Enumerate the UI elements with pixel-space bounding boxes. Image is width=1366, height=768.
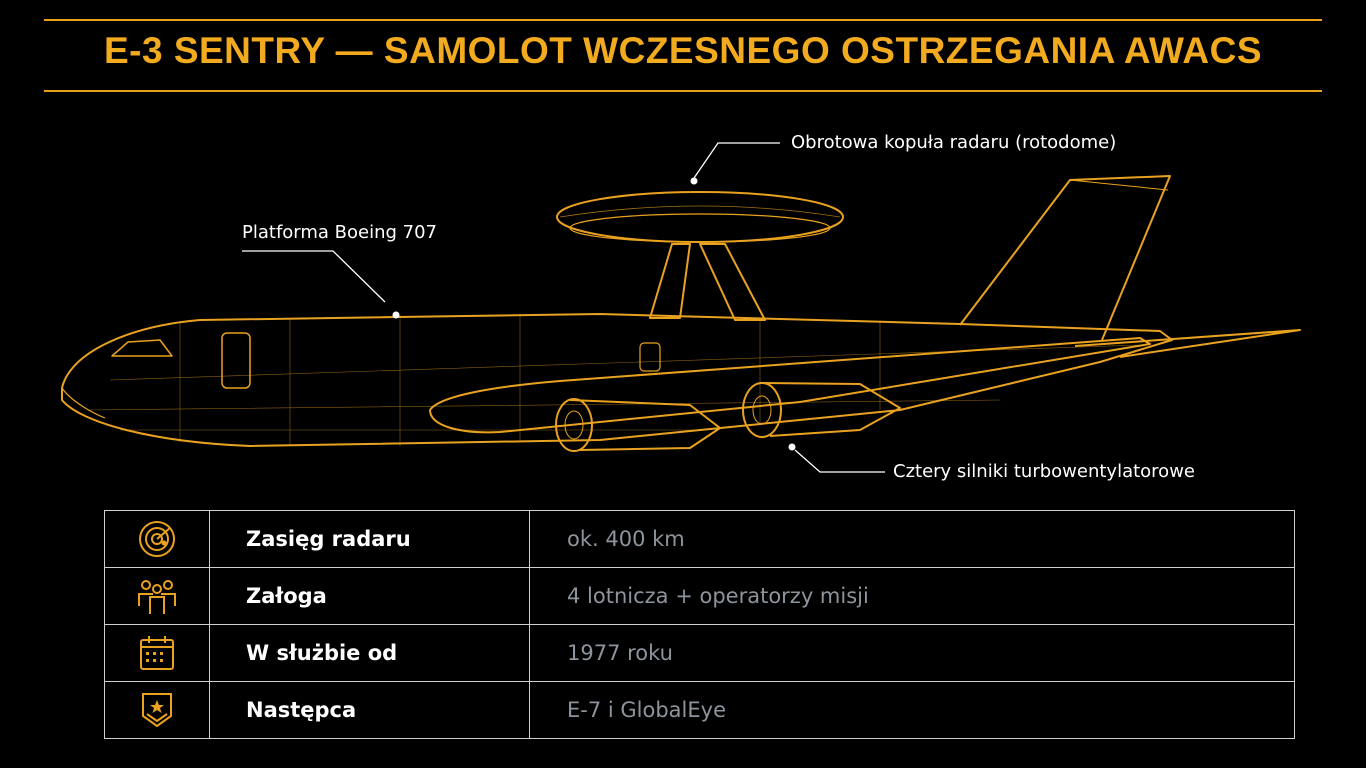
outline-shape	[392, 311, 400, 319]
row-value: ok. 400 km	[529, 510, 1295, 568]
crew-icon	[138, 580, 176, 614]
outline-shape	[146, 659, 149, 662]
top-rule	[44, 19, 1322, 21]
outline-shape	[111, 339, 173, 357]
aircraft-illustration	[61, 142, 1301, 473]
shape-group	[242, 142, 885, 473]
specs-table: Zasięg radaru ok. 400 km Załoga 4 lotnic…	[104, 510, 1295, 739]
outline-shape	[788, 443, 796, 451]
row-label: W służbie od	[209, 624, 530, 682]
callout-label: Obrotowa kopuła radaru (rotodome)	[791, 132, 1117, 153]
outline-shape	[61, 313, 1173, 447]
outline-shape	[742, 382, 782, 438]
outline-shape	[556, 191, 844, 243]
bottom-rule	[44, 90, 1322, 92]
icon-cell	[104, 681, 210, 739]
outline-shape	[179, 314, 881, 446]
outline-shape	[161, 540, 167, 546]
outline-shape	[146, 713, 168, 723]
outline-shape	[1074, 329, 1301, 358]
outline-shape	[160, 652, 163, 655]
shape-group	[89, 314, 1141, 446]
outline-shape	[156, 527, 171, 540]
outline-shape	[752, 395, 772, 425]
outline-shape	[163, 580, 173, 590]
row-label: Następca	[209, 681, 530, 739]
icon-cell	[104, 510, 210, 568]
outline-shape	[152, 584, 162, 594]
outline-shape	[639, 342, 661, 372]
row-value: 1977 roku	[529, 624, 1295, 682]
outline-shape	[569, 213, 831, 243]
calendar-icon	[140, 636, 174, 670]
table-row: Zasięg radaru ok. 400 km	[104, 510, 1295, 568]
outline-shape	[555, 398, 593, 452]
icon-cell	[104, 624, 210, 682]
row-value: E-7 i GlobalEye	[529, 681, 1295, 739]
outline-shape	[794, 449, 885, 473]
outline-shape	[150, 700, 164, 713]
outline-shape	[141, 580, 151, 590]
outline-shape	[145, 527, 169, 551]
table-row: W służbie od 1977 roku	[104, 624, 1295, 682]
outline-shape	[759, 382, 901, 437]
table-row: Załoga 4 lotnicza + operatorzy misji	[104, 567, 1295, 625]
outline-shape	[559, 205, 841, 218]
outline-shape	[1069, 179, 1169, 191]
outline-shape	[569, 399, 721, 451]
outline-shape	[153, 659, 156, 662]
row-label: Załoga	[209, 567, 530, 625]
outline-shape	[139, 521, 175, 557]
outline-shape	[140, 639, 174, 670]
row-value: 4 lotnicza + operatorzy misji	[529, 567, 1295, 625]
outline-shape	[564, 410, 584, 440]
icon-cell	[104, 567, 210, 625]
shape-group	[392, 177, 796, 451]
outline-shape	[141, 636, 173, 648]
outline-shape	[690, 177, 698, 185]
radar-icon	[139, 521, 175, 557]
outline-shape	[142, 693, 172, 728]
outline-shape	[429, 337, 1151, 434]
outline-shape	[61, 387, 106, 419]
outline-shape	[138, 593, 176, 614]
table-row: Następca E-7 i GlobalEye	[104, 681, 1295, 739]
shape-group	[61, 175, 1301, 452]
outline-shape	[242, 250, 386, 303]
callout-label: Cztery silniki turbowentylatorowe	[893, 461, 1195, 482]
shape-group	[146, 652, 163, 662]
outline-shape	[221, 332, 251, 389]
callout-label: Platforma Boeing 707	[242, 222, 438, 243]
shape-group	[555, 382, 901, 452]
outline-shape	[649, 243, 691, 319]
outline-shape	[153, 652, 156, 655]
outline-shape	[160, 659, 163, 662]
row-label: Zasięg radaru	[209, 510, 530, 568]
title: E-3 SENTRY — SAMOLOT WCZESNEGO OSTRZEGAN…	[103, 30, 1263, 71]
rank-icon	[142, 693, 172, 728]
outline-shape	[146, 652, 149, 655]
outline-shape	[959, 175, 1171, 341]
outline-shape	[693, 142, 780, 179]
outline-shape	[151, 533, 163, 545]
outline-shape	[699, 243, 766, 321]
